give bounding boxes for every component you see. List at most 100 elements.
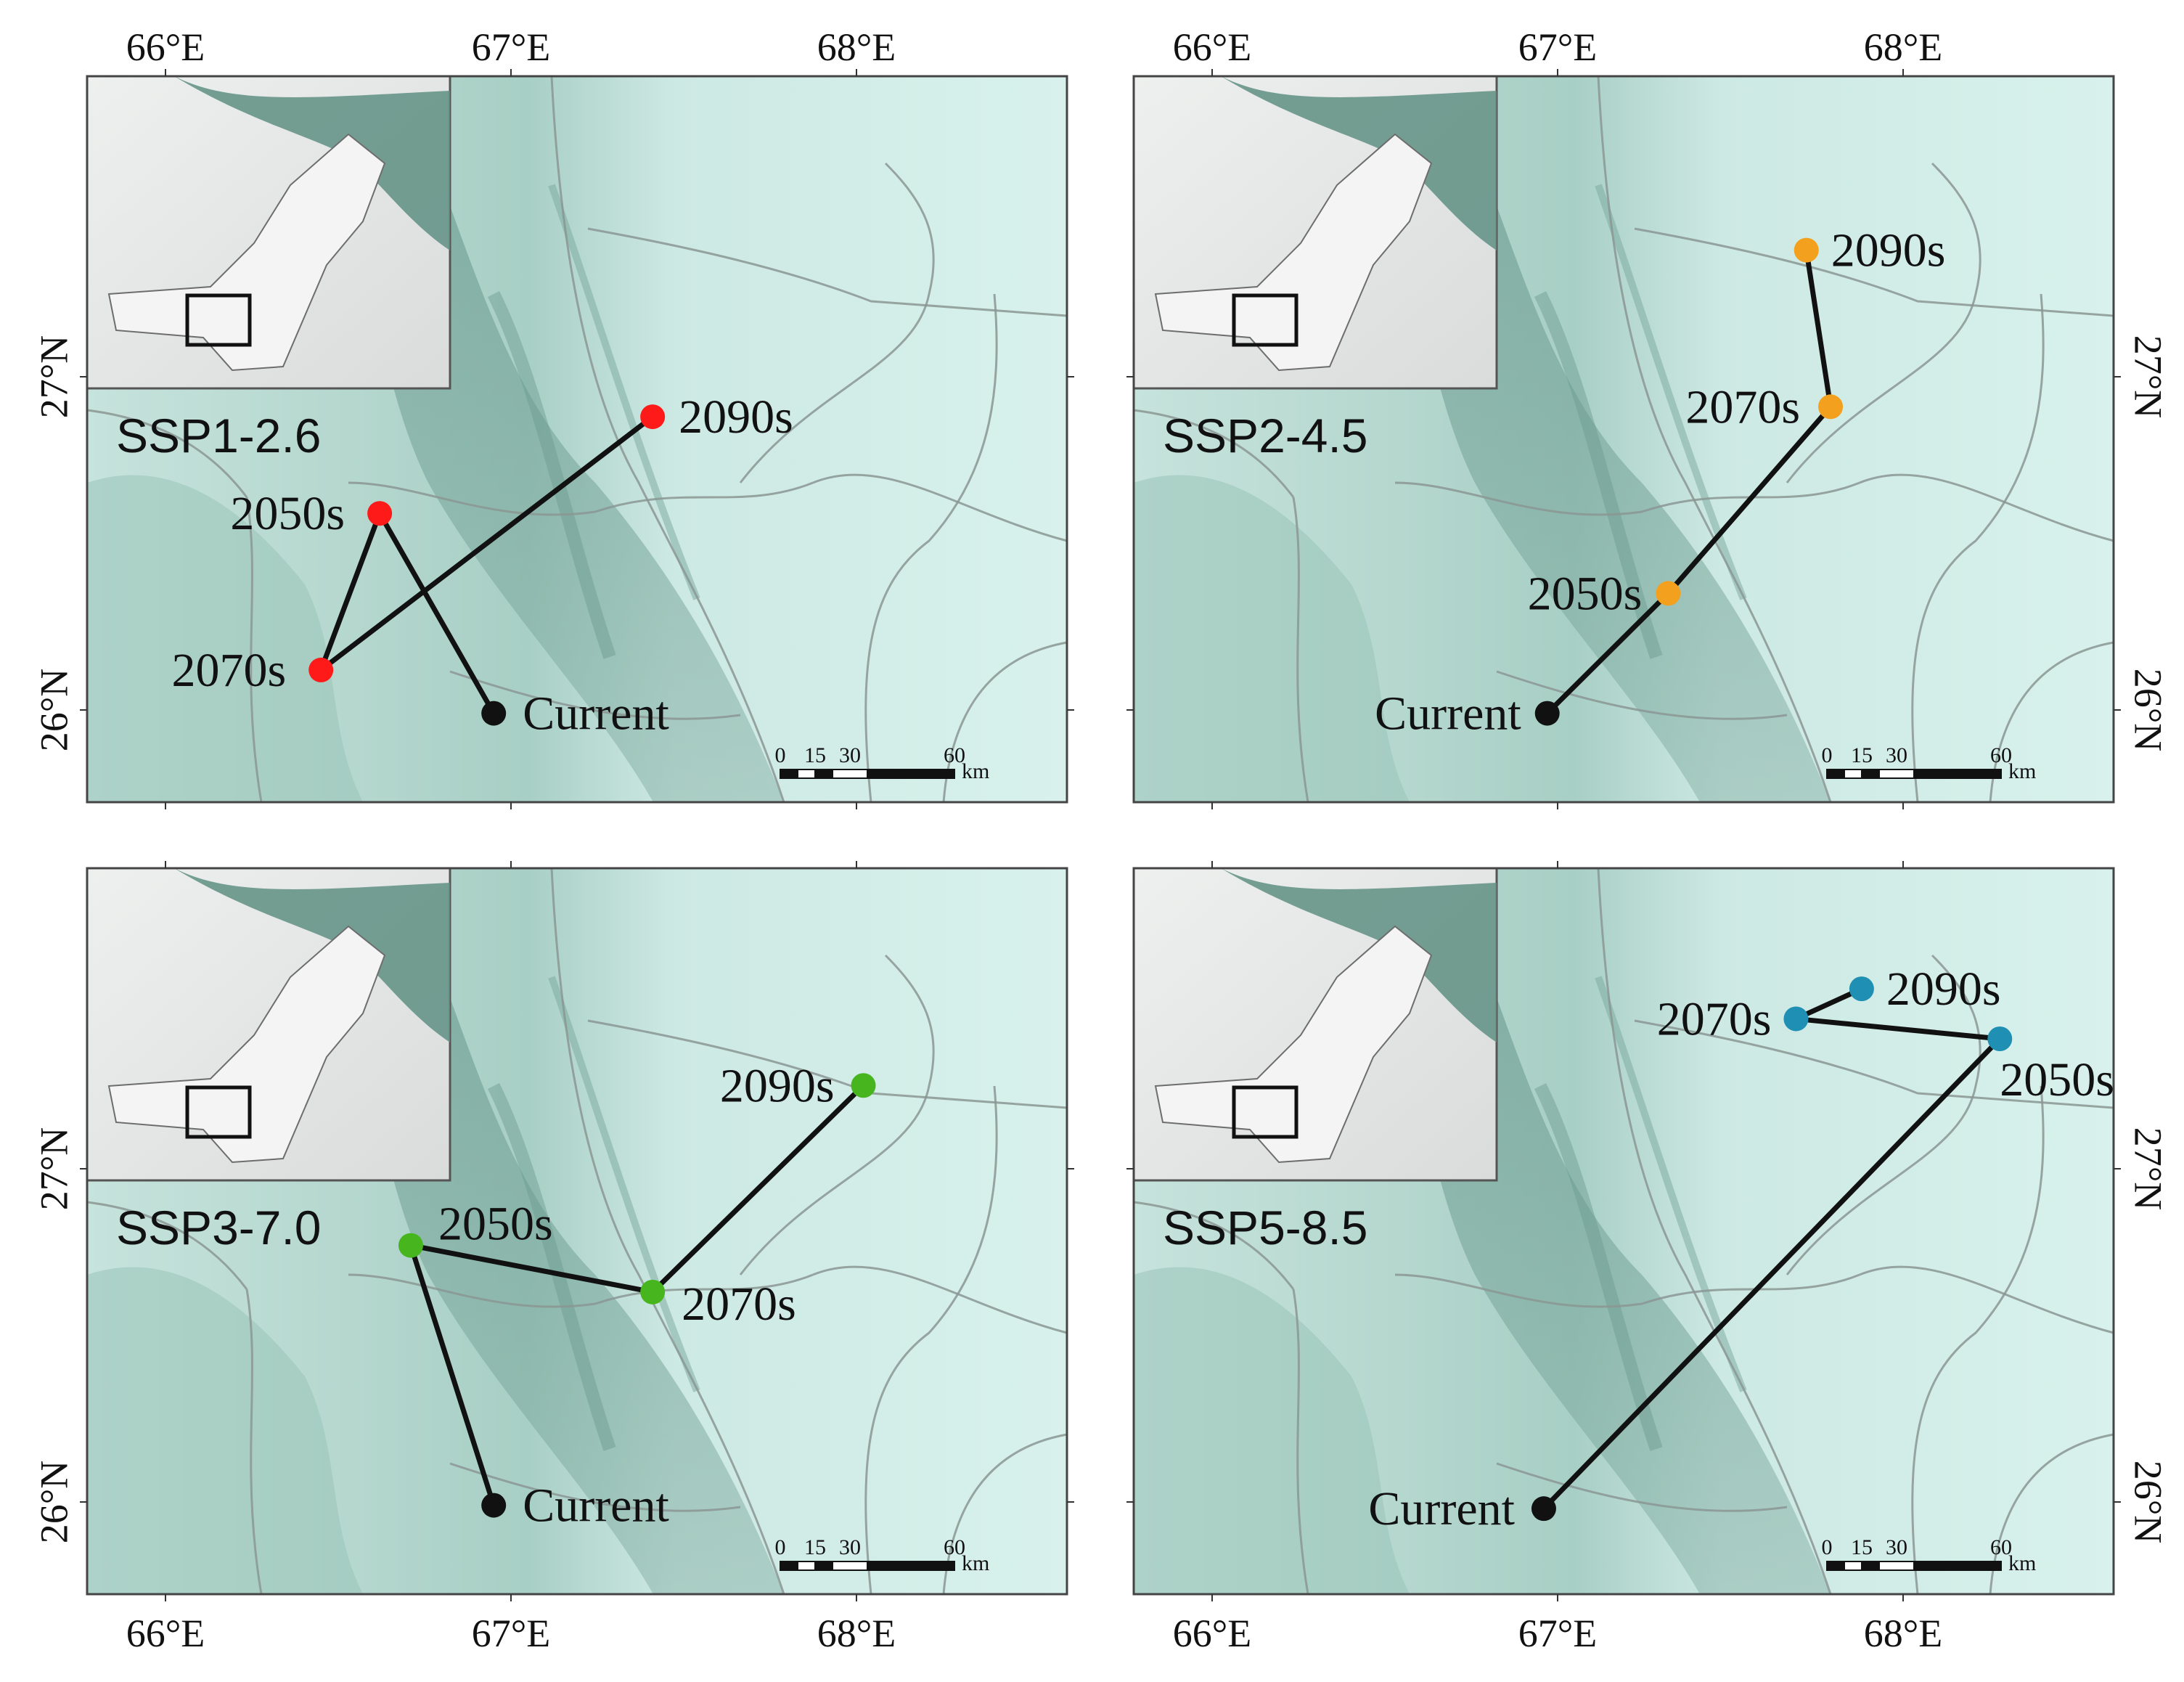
admin-boundary bbox=[864, 293, 998, 803]
scalebar-segment bbox=[1861, 1561, 1880, 1571]
scalebar-segment bbox=[1878, 1561, 1915, 1571]
admin-boundary bbox=[1634, 1019, 2114, 1109]
centroid-point-current bbox=[1534, 701, 1560, 726]
scalebar-segment bbox=[867, 769, 955, 779]
lon-tick-label: 68°E bbox=[817, 1612, 896, 1655]
admin-boundary bbox=[550, 75, 785, 803]
scalebar-label: 30 bbox=[1886, 1535, 1907, 1559]
centroid-point-current bbox=[481, 701, 507, 726]
terrain-shading bbox=[87, 475, 363, 802]
inset-mountains bbox=[174, 868, 450, 1042]
scalebar-segment bbox=[814, 769, 833, 779]
scalebar-label: 60 bbox=[1990, 1535, 2012, 1559]
scalebar-segment bbox=[797, 1561, 816, 1571]
lat-tick-label: 26°N bbox=[32, 1461, 75, 1544]
point-label: 2050s bbox=[2000, 1053, 2114, 1106]
scalebar-segment bbox=[814, 1561, 833, 1571]
inset-mountains bbox=[1221, 868, 1497, 1042]
centroid-trajectory bbox=[1545, 250, 1833, 716]
point-label: 2050s bbox=[1528, 567, 1643, 620]
admin-boundary bbox=[587, 227, 1068, 317]
scalebar-label: 15 bbox=[804, 743, 826, 767]
point-label: Current bbox=[1375, 687, 1521, 740]
scenario-label: SSP3-7.0 bbox=[116, 1201, 322, 1254]
admin-boundary bbox=[812, 473, 1068, 542]
scalebar-label: 15 bbox=[804, 1535, 826, 1559]
centroid-point-2090s bbox=[1794, 237, 1819, 263]
inset-study-area-box bbox=[1232, 1085, 1298, 1139]
point-label: 2090s bbox=[1886, 963, 2001, 1016]
ridge-line bbox=[1595, 184, 1747, 600]
centroid-trajectory bbox=[1542, 986, 2003, 1511]
inset-study-area-box bbox=[185, 293, 252, 347]
map-frame bbox=[86, 75, 1068, 804]
point-label: Current bbox=[523, 1479, 669, 1532]
admin-boundary bbox=[86, 409, 248, 498]
admin-boundary bbox=[348, 1273, 814, 1308]
admin-boundary bbox=[1394, 481, 1860, 516]
scalebar-segment bbox=[1878, 769, 1915, 779]
centroid-trajectory bbox=[408, 1083, 865, 1506]
admin-boundary bbox=[587, 1019, 1068, 1109]
lon-tick-label: 67°E bbox=[1518, 25, 1598, 69]
point-label: 2070s bbox=[682, 1278, 796, 1331]
admin-boundary bbox=[1634, 227, 2114, 317]
lon-tick-label: 66°E bbox=[1173, 1612, 1252, 1655]
admin-boundary bbox=[245, 1289, 263, 1595]
point-label: 2050s bbox=[438, 1198, 553, 1251]
lon-tick-label: 66°E bbox=[126, 1612, 205, 1655]
admin-boundary bbox=[1292, 1289, 1309, 1595]
point-label: 2070s bbox=[1685, 380, 1800, 433]
point-label: 2070s bbox=[1657, 992, 1772, 1045]
centroid-point-2050s bbox=[1987, 1026, 2013, 1051]
admin-boundary bbox=[1496, 1462, 1788, 1512]
centroid-point-2070s bbox=[1818, 394, 1844, 420]
point-label: 2090s bbox=[679, 391, 793, 444]
centroid-point-2070s bbox=[308, 657, 334, 682]
centroid-point-2090s bbox=[1849, 976, 1874, 1002]
inset-study-area-box bbox=[185, 1085, 252, 1139]
lat-tick-label: 27°N bbox=[32, 335, 75, 419]
admin-boundary bbox=[348, 481, 814, 516]
scalebar-segment bbox=[1844, 769, 1862, 779]
scalebar-segment bbox=[1913, 769, 2002, 779]
point-label: Current bbox=[523, 687, 669, 740]
lat-tick-label: 27°N bbox=[32, 1127, 75, 1211]
scalebar-segment bbox=[832, 769, 868, 779]
inset-mountains bbox=[1221, 76, 1497, 250]
scalebar-segment bbox=[797, 769, 816, 779]
point-label: Current bbox=[1368, 1482, 1515, 1535]
ridge-line bbox=[1534, 1082, 1663, 1451]
scalebar-label: 60 bbox=[944, 1535, 965, 1559]
scalebar-segment bbox=[1826, 1561, 1845, 1571]
lon-tick-label: 67°E bbox=[472, 1612, 551, 1655]
ridge-line bbox=[487, 290, 616, 659]
admin-boundary bbox=[1133, 409, 1295, 498]
admin-boundary bbox=[739, 954, 935, 1275]
lon-tick-label: 68°E bbox=[1864, 1612, 1943, 1655]
centroid-point-2070s bbox=[1783, 1006, 1809, 1032]
admin-boundary bbox=[1859, 1265, 2114, 1334]
lat-tick-label: 26°N bbox=[32, 669, 75, 752]
admin-boundary bbox=[1786, 162, 1981, 483]
scenario-label: SSP2-4.5 bbox=[1163, 409, 1368, 462]
scalebar-label: 15 bbox=[1851, 1535, 1873, 1559]
scenario-label: SSP5-8.5 bbox=[1163, 1201, 1368, 1254]
lat-tick-label: 26°N bbox=[2127, 669, 2170, 752]
scalebar-segment bbox=[780, 1561, 798, 1571]
point-label: 2090s bbox=[720, 1059, 835, 1112]
admin-boundary bbox=[550, 867, 785, 1595]
point-label: 2070s bbox=[172, 644, 287, 697]
scalebar-segment bbox=[832, 1561, 868, 1571]
lon-tick-label: 66°E bbox=[1173, 25, 1252, 69]
admin-boundary bbox=[245, 497, 263, 803]
centroid-point-current bbox=[1531, 1496, 1556, 1522]
centroid-point-2050s bbox=[367, 501, 393, 526]
centroid-point-2050s bbox=[398, 1233, 423, 1258]
scalebar-segment bbox=[1913, 1561, 2002, 1571]
scalebar-unit: km bbox=[962, 1551, 989, 1575]
